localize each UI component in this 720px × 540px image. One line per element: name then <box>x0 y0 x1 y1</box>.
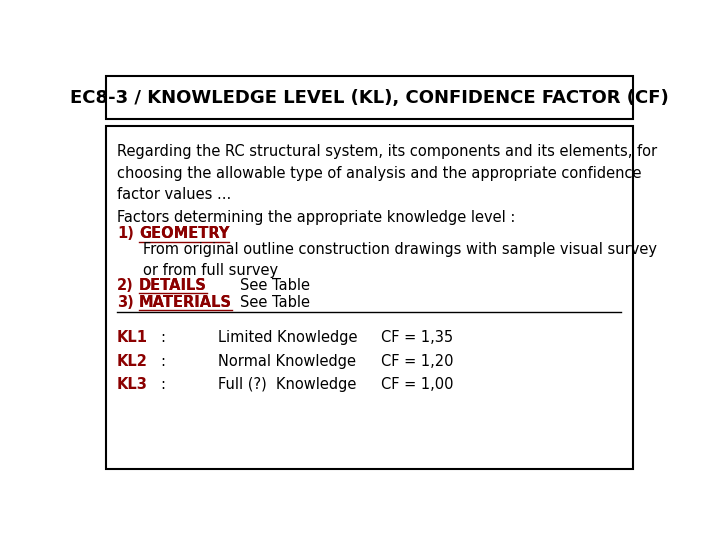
Text: From original outline construction drawings with sample visual survey
or from fu: From original outline construction drawi… <box>143 242 657 278</box>
Text: 2): 2) <box>117 278 134 293</box>
Text: See Table: See Table <box>240 295 310 310</box>
Text: MATERIALS: MATERIALS <box>139 295 232 310</box>
Text: See Table: See Table <box>240 278 310 293</box>
Text: :: : <box>160 330 165 346</box>
Text: 1): 1) <box>117 226 134 241</box>
Text: 3): 3) <box>117 295 134 310</box>
Text: CF = 1,35: CF = 1,35 <box>381 330 453 346</box>
Text: Limited Knowledge: Limited Knowledge <box>218 330 357 346</box>
Text: KL3: KL3 <box>117 377 148 392</box>
Text: KL2: KL2 <box>117 354 148 368</box>
Text: KL1: KL1 <box>117 330 148 346</box>
Text: Factors determining the appropriate knowledge level :: Factors determining the appropriate know… <box>117 210 516 225</box>
Text: EC8-3 / KNOWLEDGE LEVEL (KL), CONFIDENCE FACTOR (CF): EC8-3 / KNOWLEDGE LEVEL (KL), CONFIDENCE… <box>70 89 668 106</box>
Text: Full (?)  Knowledge: Full (?) Knowledge <box>218 377 356 392</box>
FancyBboxPatch shape <box>106 76 632 119</box>
Text: CF = 1,00: CF = 1,00 <box>381 377 453 392</box>
Text: DETAILS: DETAILS <box>139 278 207 293</box>
Text: DETAILS: DETAILS <box>139 278 207 293</box>
Text: Normal Knowledge: Normal Knowledge <box>218 354 356 368</box>
Text: :: : <box>160 377 165 392</box>
Text: Regarding the RC structural system, its components and its elements, for
choosin: Regarding the RC structural system, its … <box>117 144 657 202</box>
Text: :: : <box>160 354 165 368</box>
Text: GEOMETRY: GEOMETRY <box>139 226 229 241</box>
FancyBboxPatch shape <box>106 126 632 469</box>
Text: CF = 1,20: CF = 1,20 <box>381 354 453 368</box>
Text: GEOMETRY: GEOMETRY <box>139 226 229 241</box>
Text: MATERIALS: MATERIALS <box>139 295 232 310</box>
